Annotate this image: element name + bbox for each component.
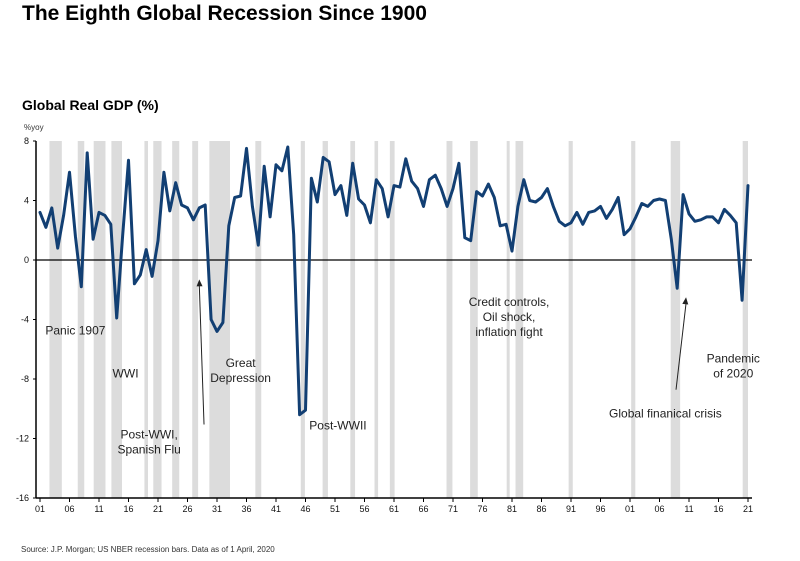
annotation-line: WWI — [113, 367, 139, 381]
annotation-label: Panic 1907 — [45, 323, 105, 337]
annotation-line: Credit controls, — [469, 295, 550, 309]
annotation-line: inflation fight — [475, 325, 543, 339]
annotation-line: Post-WWII — [309, 419, 366, 433]
x-tick-label: 56 — [359, 504, 369, 514]
recession-bar — [350, 141, 356, 498]
x-tick-label: 46 — [300, 504, 310, 514]
x-tick-label: 41 — [271, 504, 281, 514]
recession-bar — [192, 141, 199, 498]
recession-bar — [446, 141, 453, 498]
annotation-line: Spanish Flu — [117, 443, 180, 457]
recession-bar — [77, 141, 85, 498]
annotation-arrow-line — [198, 285, 205, 425]
annotation-label: Pandemic of 2020 — [707, 352, 760, 381]
x-tick-label: 91 — [566, 504, 576, 514]
source-note: Source: J.P. Morgan; US NBER recession b… — [21, 545, 275, 554]
x-tick-label: 21 — [153, 504, 163, 514]
annotation-arrow-line — [675, 303, 687, 390]
x-tick-label: 61 — [389, 504, 399, 514]
x-tick-label: 96 — [595, 504, 605, 514]
x-tick-label: 36 — [241, 504, 251, 514]
annotation-line: Global finanical crisis — [609, 407, 722, 421]
x-tick-label: 06 — [64, 504, 74, 514]
y-axis-unit-label: %yoy — [24, 123, 44, 132]
recession-bar — [93, 141, 106, 498]
recession-bar — [153, 141, 162, 498]
x-tick-label: 06 — [654, 504, 664, 514]
recession-bar — [742, 141, 748, 498]
x-tick-label: 16 — [123, 504, 133, 514]
recession-bar — [568, 141, 573, 498]
recession-bar — [470, 141, 478, 498]
x-tick-label: 51 — [330, 504, 340, 514]
x-tick-label: 11 — [684, 504, 693, 514]
recession-bar — [255, 141, 262, 498]
y-tick-label: -4 — [21, 315, 29, 325]
annotation-label: Credit controls, Oil shock, inflation figh… — [469, 295, 550, 339]
x-tick-label: 71 — [448, 504, 458, 514]
recession-bar — [389, 141, 395, 498]
recession-bar — [144, 141, 148, 498]
y-tick-label: -8 — [21, 374, 29, 384]
y-tick-label: 4 — [24, 196, 29, 206]
recession-bar — [300, 141, 305, 498]
x-tick-label: 26 — [182, 504, 192, 514]
gdp-series-line — [38, 145, 750, 417]
annotation-line: Oil shock, — [483, 310, 536, 324]
annotation-line: Post-WWI, — [120, 428, 177, 442]
annotation-line: Pandemic — [707, 352, 760, 366]
recession-bar — [670, 141, 681, 498]
annotation-line: Depression — [210, 371, 271, 385]
recession-bar — [631, 141, 636, 498]
annotation-line: of 2020 — [713, 367, 753, 381]
page-title: The Eighth Global Recession Since 1900 — [22, 2, 427, 25]
recession-bar — [111, 141, 123, 498]
x-tick-label: 01 — [35, 504, 45, 514]
annotation-arrowhead — [196, 279, 203, 287]
x-tick-label: 66 — [418, 504, 428, 514]
axes: 8 4 0 -4 -8 -12 -16 01 06 11 16 21 26 31 36 41 46 51 56 61 6… — [16, 136, 753, 514]
recession-bar — [506, 141, 510, 498]
x-tick-label: 86 — [536, 504, 546, 514]
recession-bar — [322, 141, 328, 498]
annotations: Panic 1907 WWI Post-WWI, Spanish Flu Great De… — [45, 279, 760, 457]
annotation-label: WWI — [113, 367, 139, 381]
recession-bar — [49, 141, 62, 498]
recession-bar — [374, 141, 379, 498]
chart-title: Global Real GDP (%) — [22, 97, 159, 113]
recession-bar — [209, 141, 230, 498]
series-layer — [38, 145, 750, 417]
x-tick-label: 11 — [94, 504, 103, 514]
x-tick-label: 21 — [743, 504, 753, 514]
annotation-line: Great — [226, 356, 257, 370]
y-tick-label: -16 — [16, 493, 29, 503]
x-tick-label: 01 — [625, 504, 635, 514]
x-tick-label: 81 — [507, 504, 517, 514]
annotation-line: Panic 1907 — [45, 323, 105, 337]
annotation-label: Post-WWII — [309, 419, 366, 433]
x-tick-label: 31 — [212, 504, 222, 514]
x-tick-label: 76 — [477, 504, 487, 514]
annotation-label: Global finanical crisis — [609, 407, 722, 421]
annotation-arrowhead — [682, 297, 689, 305]
annotation-label: Post-WWI, Spanish Flu — [117, 428, 180, 457]
y-tick-label: 0 — [24, 255, 29, 265]
x-tick-label: 16 — [713, 504, 723, 514]
y-tick-label: 8 — [24, 136, 29, 146]
recession-bars — [49, 141, 748, 498]
y-tick-label: -12 — [16, 434, 29, 444]
annotation-label: Great Depression — [210, 356, 271, 385]
recession-bar — [515, 141, 524, 498]
recession-bar — [172, 141, 180, 498]
